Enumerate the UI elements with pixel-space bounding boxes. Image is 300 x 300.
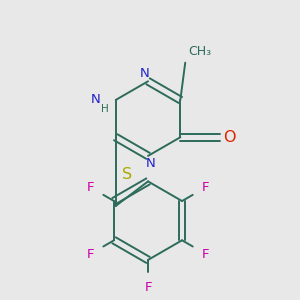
Text: F: F [86, 248, 94, 260]
Text: S: S [122, 167, 133, 182]
Text: N: N [140, 67, 150, 80]
Text: F: F [202, 248, 210, 260]
Text: H: H [101, 104, 109, 114]
Text: N: N [90, 93, 100, 106]
Text: O: O [223, 130, 236, 145]
Text: CH₃: CH₃ [188, 45, 211, 58]
Text: F: F [144, 281, 152, 294]
Text: F: F [202, 181, 210, 194]
Text: F: F [86, 181, 94, 194]
Text: N: N [146, 157, 156, 170]
